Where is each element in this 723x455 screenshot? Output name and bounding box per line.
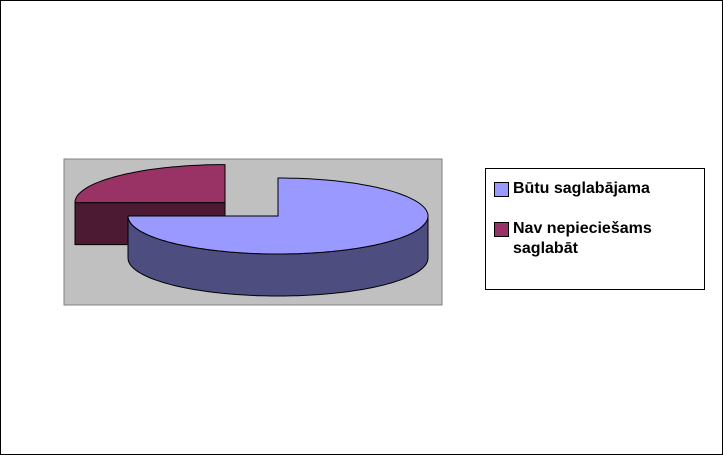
legend-item: Būtu saglabājama — [494, 179, 684, 199]
slice — [127, 177, 429, 255]
legend-swatch — [494, 182, 509, 197]
legend: Būtu saglabājama Nav nepieciešams saglabā… — [485, 168, 705, 290]
legend-label: Būtu saglabājama — [513, 180, 650, 197]
legend-swatch — [494, 222, 509, 237]
slice — [74, 164, 226, 204]
legend-label: Nav nepieciešams saglabāt — [513, 220, 652, 257]
legend-item: Nav nepieciešams saglabāt — [494, 219, 684, 259]
